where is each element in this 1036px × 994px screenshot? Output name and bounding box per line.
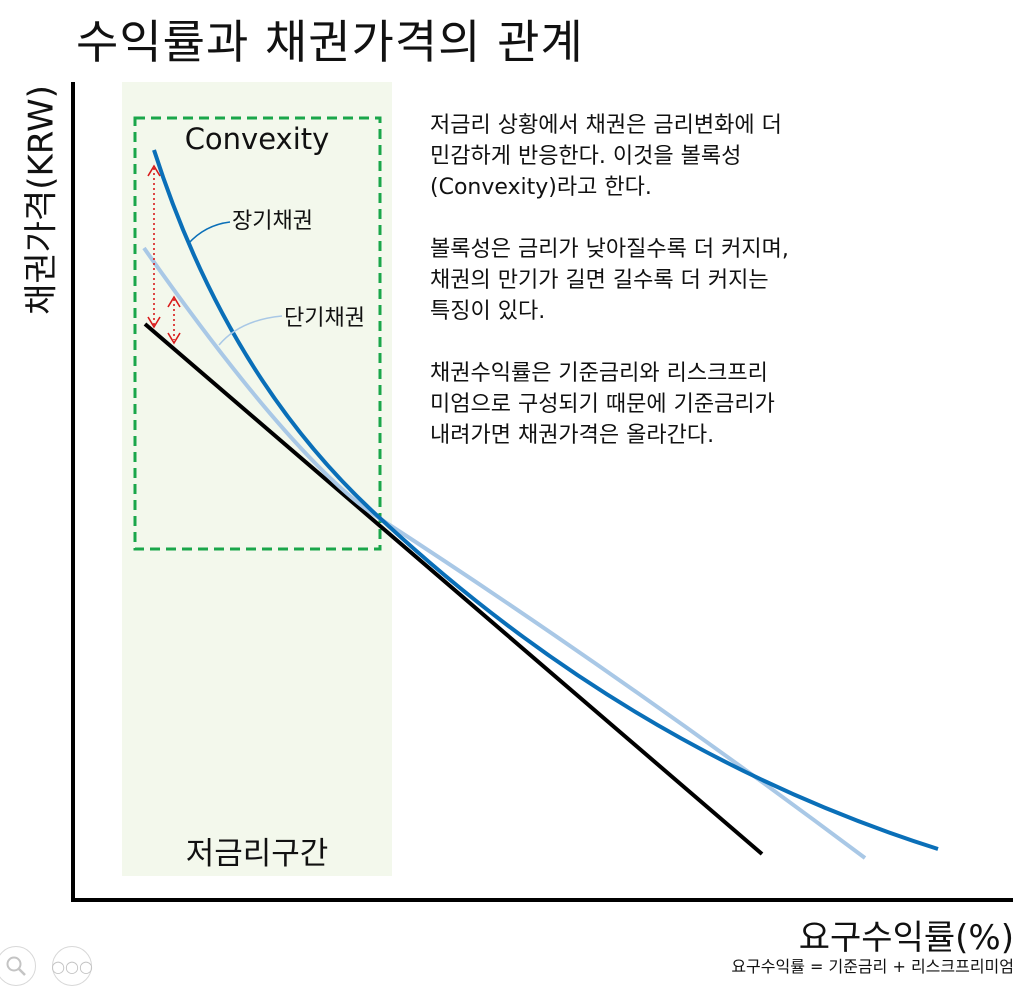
convexity-box (133, 116, 382, 551)
long-bond-curve (152, 149, 939, 851)
long-bond-price-gap-arrow (147, 164, 161, 329)
page-title: 수익률과 채권가격의 관계 (76, 15, 584, 69)
short-bond-leader (218, 315, 283, 346)
ellipsis-icon: ○○○ (51, 956, 93, 976)
description-block: 저금리 상황에서 채권은 금리변화에 더 민감하게 반응한다. 이것을 볼록성 … (430, 110, 910, 482)
zoom-button[interactable] (0, 946, 36, 986)
long-bond-label: 장기채권 (232, 209, 313, 234)
convexity-label: Convexity (184, 122, 330, 156)
short-bond-curve (142, 246, 867, 860)
description-paragraph: 볼록성은 금리가 낮아질수록 더 커지며, 채권의 만기가 길면 길수록 더 커… (430, 237, 789, 324)
short-bond-price-gap-arrow (167, 295, 181, 345)
short-bond-label: 단기채권 (284, 306, 365, 331)
low-rate-zone-label: 저금리구간 (185, 836, 329, 872)
more-button[interactable]: ○○○ (51, 946, 93, 986)
x-axis-label: 요구수익률(%) (798, 918, 1014, 958)
long-bond-leader (187, 221, 231, 245)
tangent-line (143, 322, 764, 856)
description-paragraph: 저금리 상황에서 채권은 금리변화에 더 민감하게 반응한다. 이것을 볼록성 … (430, 113, 782, 200)
formula-note: 요구수익률 = 기준금리 + 리스크프리미엄 (731, 957, 1014, 976)
description-paragraph: 채권수익률은 기준금리와 리스크프리 미엄으로 구성되기 때문에 기준금리가 내… (430, 361, 775, 448)
magnifier-icon (6, 956, 26, 976)
low-rate-zone (122, 82, 392, 876)
